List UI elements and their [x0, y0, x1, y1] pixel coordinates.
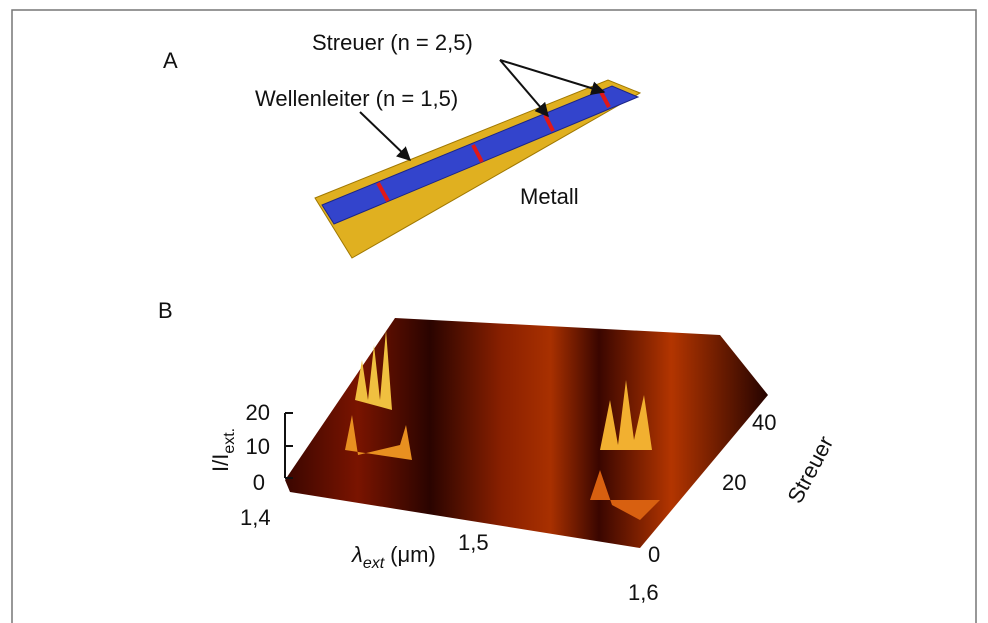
annotation: Wellenleiter (n = 1,5): [255, 86, 458, 111]
y-tick-label: 0: [648, 542, 660, 567]
frame: [12, 10, 976, 623]
y-axis-label: Streuer: [782, 432, 838, 507]
x-axis-label-main: λ: [351, 542, 363, 567]
x-tick-label: 1,4: [240, 505, 271, 530]
figure: A Streuer (n = 2,5) Wellenleiter (n = 1,…: [0, 0, 988, 623]
annotation: Metall: [520, 184, 579, 209]
z-axis-label-sub: ext.: [221, 428, 238, 454]
z-tick-label: 10: [246, 434, 270, 459]
annotation: Streuer (n = 2,5): [312, 30, 473, 55]
x-tick-label: 1,5: [458, 530, 489, 555]
x-axis-label: λext (μm): [351, 542, 436, 572]
panel-label: B: [158, 298, 173, 323]
z-tick-label: 0: [253, 470, 265, 495]
y-tick-label: 40: [752, 410, 776, 435]
surface: [285, 318, 768, 548]
x-axis-label-sub: ext: [363, 555, 385, 572]
x-tick-label: 1,6: [628, 580, 659, 605]
panel-label: A: [163, 48, 178, 73]
z-axis-label-main: I/I: [208, 454, 233, 472]
z-tick-label: 20: [246, 400, 270, 425]
z-axis-label: I/Iext.: [208, 428, 238, 472]
x-axis-label-unit: (μm): [390, 542, 436, 567]
y-tick-label: 20: [722, 470, 746, 495]
z-ticks: [285, 413, 293, 478]
